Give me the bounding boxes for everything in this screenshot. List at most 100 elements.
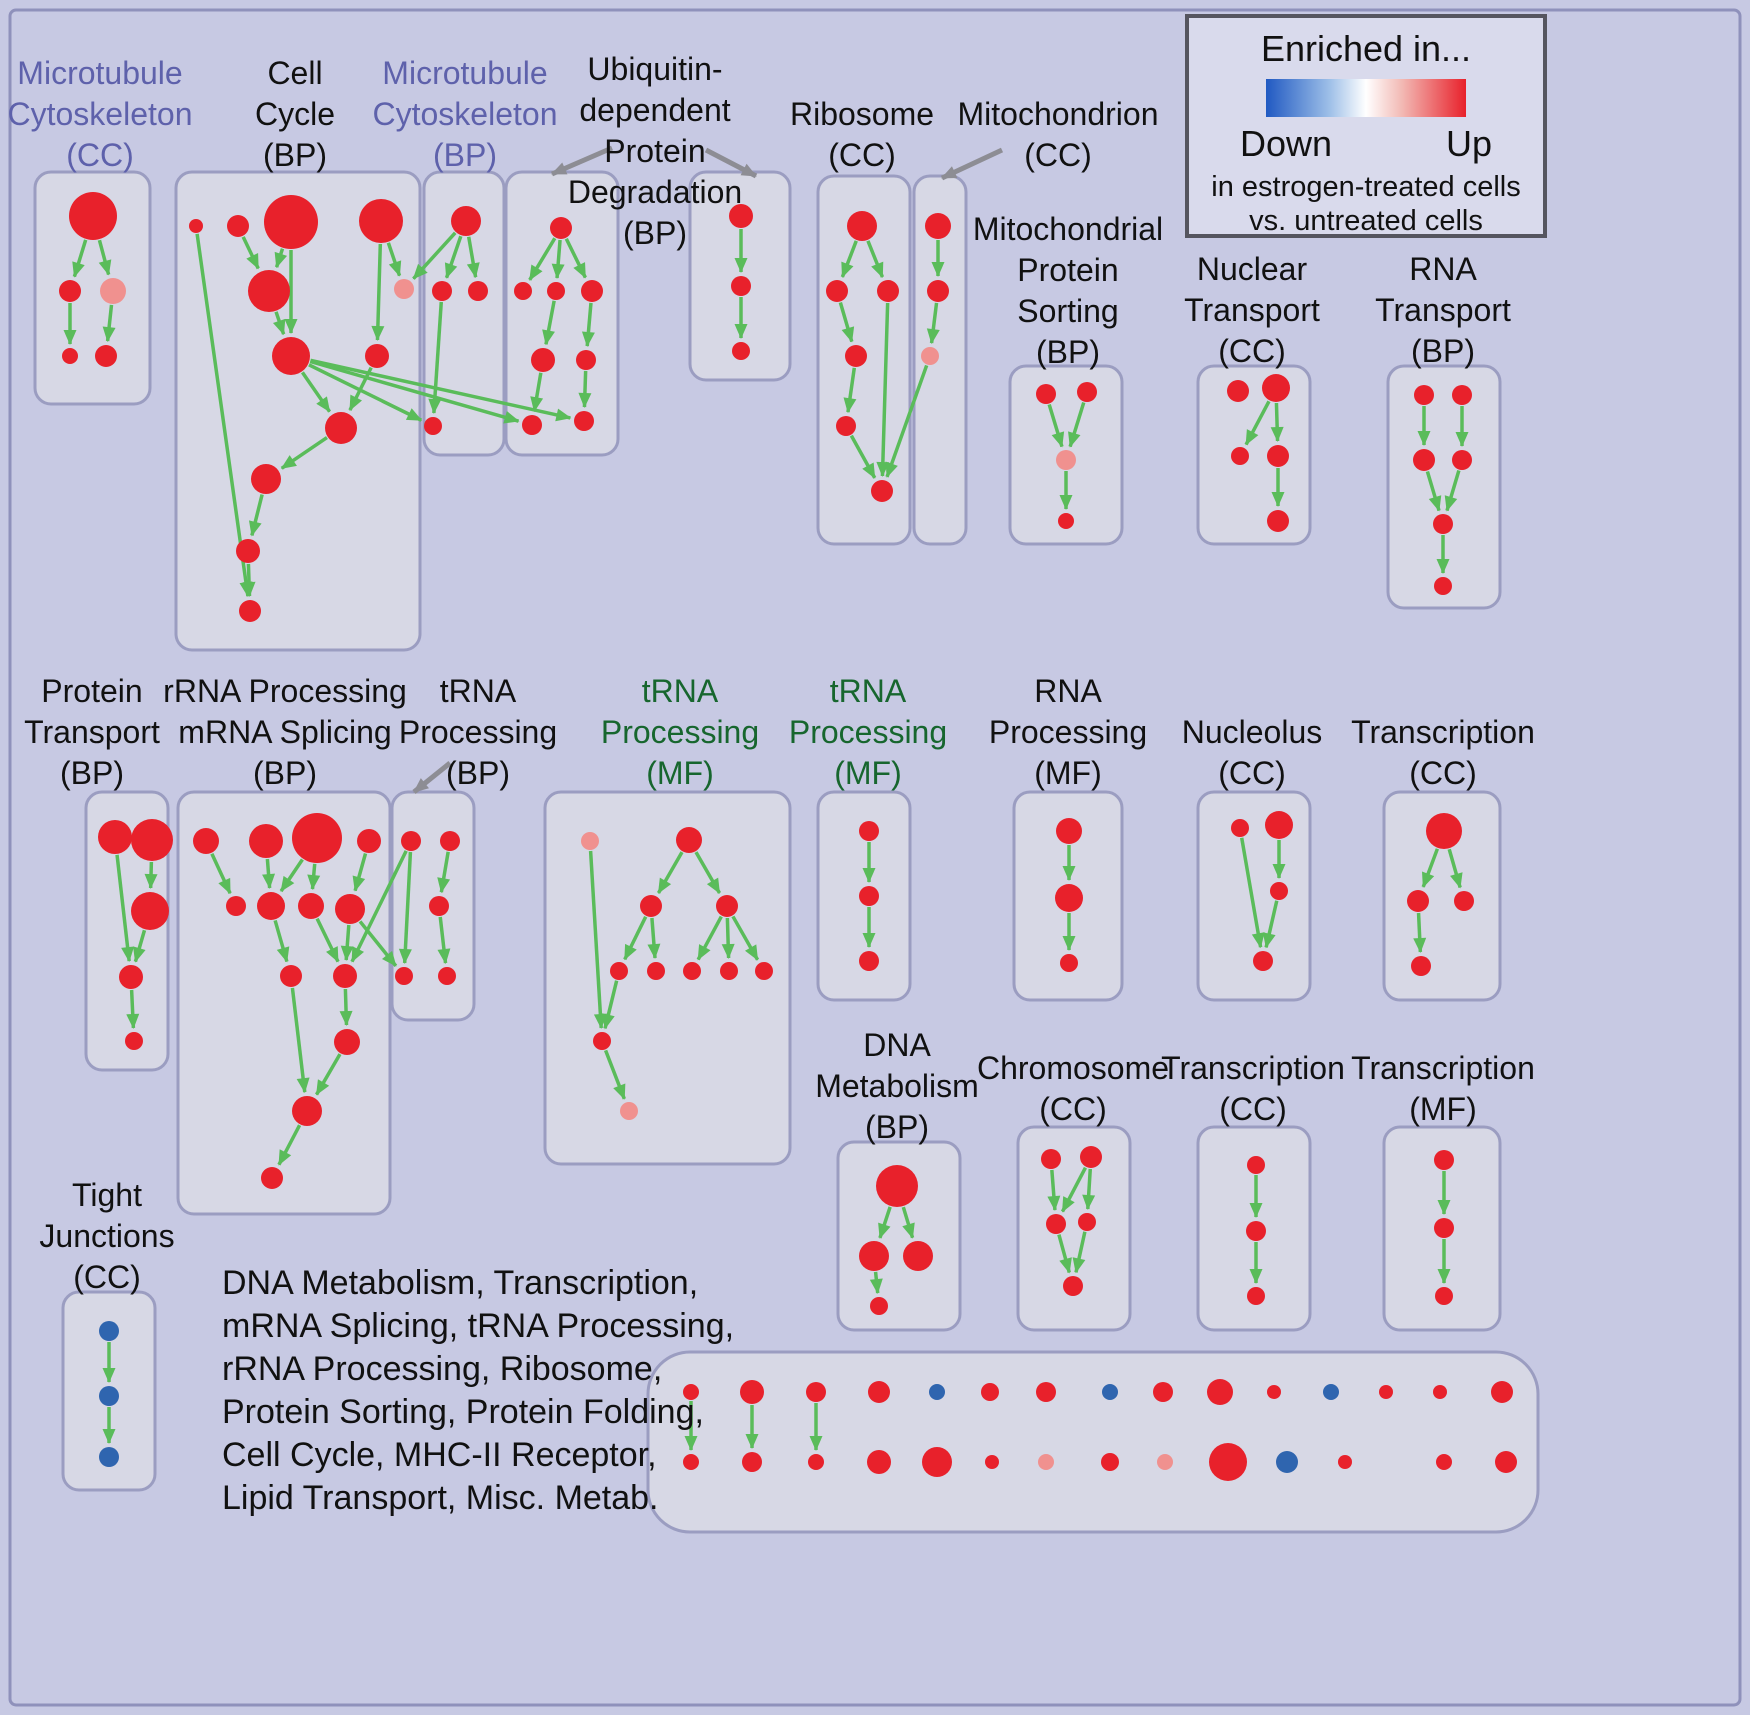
go-term-node (1411, 956, 1431, 976)
edge-arrow (466, 236, 480, 279)
edge-arrow (307, 863, 321, 891)
edge-arrow (694, 851, 722, 894)
edge-arrow (102, 304, 116, 343)
edge-arrow (248, 494, 264, 537)
cluster-label-rna-transport: RNA Transport (BP) (1375, 251, 1511, 369)
edge-arrow (352, 853, 368, 892)
go-term-node (683, 962, 701, 980)
edge-arrow (262, 858, 276, 890)
cluster-label-ubiq-a: Ubiquitin-dependent Protein Degradation (BP… (568, 51, 742, 251)
cluster-label-transcription-cc-2: Transcription (CC) (1161, 1050, 1345, 1127)
cluster-box-nucleolus (1196, 790, 1312, 1002)
cluster-label-nucleolus: Nucleolus (CC) (1182, 714, 1323, 791)
go-term-node (806, 1382, 826, 1402)
go-term-node (731, 276, 751, 296)
go-term-node (1265, 811, 1293, 839)
go-term-node (1077, 382, 1097, 402)
go-term-node (531, 348, 555, 372)
edge-arrow (542, 300, 556, 346)
go-term-node (1063, 1276, 1083, 1296)
edge-arrow (195, 233, 253, 598)
go-term-node (239, 600, 261, 622)
edge-arrow (578, 370, 592, 409)
go-term-node (581, 280, 603, 302)
go-term-node (676, 827, 702, 853)
edge-arrow (210, 852, 232, 895)
edge-arrow (1270, 402, 1284, 443)
cluster-box-ubiq-b (688, 170, 792, 382)
edge-arrow (1068, 401, 1086, 448)
go-term-node (620, 1102, 638, 1120)
edge-arrow (731, 915, 760, 961)
go-term-node (1323, 1384, 1339, 1400)
edge-arrow (358, 920, 398, 967)
go-term-node (292, 1096, 322, 1126)
go-term-node (99, 1321, 119, 1341)
edge-arrow (1060, 1166, 1087, 1213)
go-term-node (131, 892, 169, 930)
misc-categories-text: DNA Metabolism, Transcription, mRNA Spli… (222, 1262, 734, 1520)
go-term-node (859, 821, 879, 841)
edge-arrow (1047, 404, 1065, 448)
cluster-label-cell-cycle: Cell Cycle (BP) (255, 55, 335, 173)
edge-arrow (1413, 912, 1427, 954)
cluster-box-transcription-cc (1382, 790, 1502, 1002)
annotation-arrow (704, 147, 758, 179)
go-term-node (272, 337, 310, 375)
go-term-node (720, 962, 738, 980)
edge-arrow (350, 850, 408, 963)
go-term-node (593, 1032, 611, 1050)
go-term-node (1267, 1385, 1281, 1399)
go-term-node (249, 824, 283, 858)
go-term-node (1055, 884, 1083, 912)
go-term-node (1058, 513, 1074, 529)
cluster-label-ribosome: Ribosome (CC) (790, 96, 934, 173)
edge-arrow (843, 367, 857, 414)
go-term-node (836, 416, 856, 436)
go-term-node (683, 1384, 699, 1400)
go-term-node (440, 831, 460, 851)
go-term-node (1414, 385, 1434, 405)
go-term-node (1101, 1453, 1119, 1471)
cluster-label-protein-transport: Protein Transport (BP) (24, 673, 160, 791)
misc-line-2: mRNA Splicing, tRNA Processing, (222, 1307, 735, 1345)
legend-subtitle-line1: in estrogen-treated cells (1211, 171, 1521, 203)
edge-arrow (602, 980, 619, 1030)
go-term-node (1060, 954, 1078, 972)
go-term-node (683, 1454, 699, 1470)
edge-arrow (647, 917, 661, 960)
go-term-node (1036, 384, 1056, 404)
go-term-node (1338, 1455, 1352, 1469)
go-term-node (755, 962, 773, 980)
edge-arrow (272, 311, 286, 336)
edge-arrow (1072, 1231, 1087, 1274)
go-term-node (257, 892, 285, 920)
misc-line-1: DNA Metabolism, Transcription, (222, 1264, 699, 1302)
go-term-node (859, 951, 879, 971)
edge-arrow (115, 854, 135, 963)
legend-subtitle-line2: vs. untreated cells (1249, 205, 1483, 237)
cluster-label-nuclear-transport: Nuclear Transport (CC) (1184, 251, 1320, 369)
edge-arrow (1447, 848, 1463, 889)
go-term-node (845, 345, 867, 367)
go-term-node (1227, 380, 1249, 402)
go-term-node (847, 211, 877, 241)
go-term-node (451, 206, 481, 236)
annotation-arrow (551, 145, 613, 177)
edge-arrow (437, 916, 451, 965)
go-term-node (131, 819, 173, 861)
cluster-label-mito-sorting: Mitochondrial Protein Sorting (BP) (973, 211, 1163, 370)
go-term-node (1247, 1156, 1265, 1174)
edge-arrow (315, 917, 340, 963)
edge-arrow (588, 850, 607, 1030)
go-term-node (547, 282, 565, 300)
cluster-label-tight-junctions: Tight Junctions (CC) (39, 1177, 174, 1295)
go-term-node (298, 893, 324, 919)
go-term-node (868, 1381, 890, 1403)
cluster-label-trna-mf-large: tRNA Processing (MF) (601, 673, 759, 791)
cluster-label-trna-mf-small: tRNA Processing (MF) (789, 673, 947, 791)
cluster-box-ubiq-a (504, 170, 620, 457)
cluster-label-transcription-mf: Transcription (MF) (1351, 1050, 1535, 1127)
go-term-node (729, 204, 753, 228)
